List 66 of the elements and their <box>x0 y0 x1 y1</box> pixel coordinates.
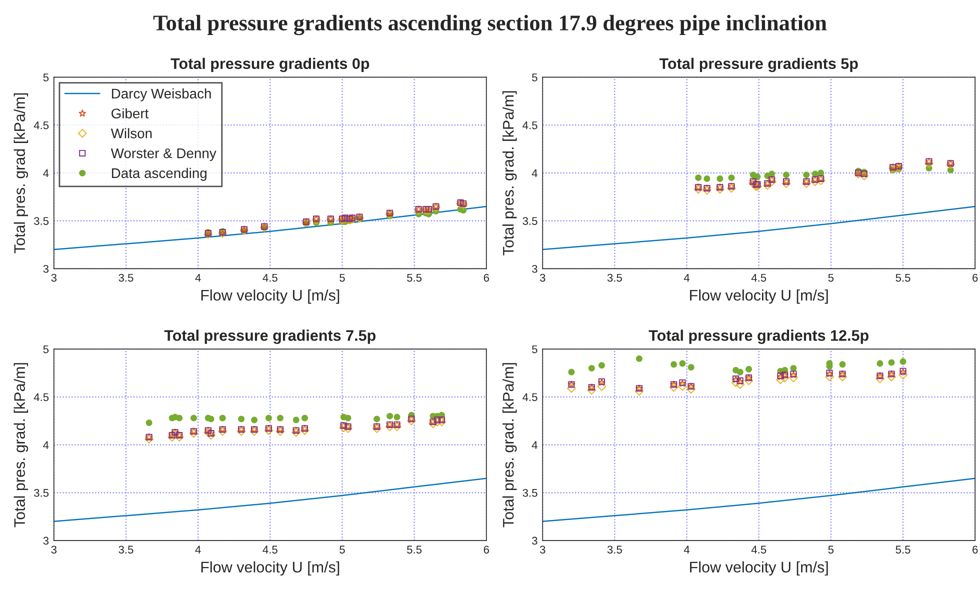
y-axis-title: Total pres. grad. [kPa/m] <box>14 363 28 528</box>
y-tick-label: 4.5 <box>522 121 538 130</box>
x-tick-label: 5.5 <box>896 546 910 554</box>
x-tick-label: 4.5 <box>751 546 766 554</box>
y-tick-label: 3 <box>532 536 538 545</box>
x-tick-label: 3.5 <box>607 546 622 554</box>
x-tick-label: 5.5 <box>896 274 910 282</box>
x-tick-label: 5.5 <box>407 274 422 282</box>
x-tick-label: 4.5 <box>751 274 766 282</box>
x-tick-label: 3.5 <box>118 546 134 554</box>
x-tick-label: 3 <box>51 274 56 282</box>
x-tick-label: 6 <box>972 546 978 554</box>
x-tick-label: 4 <box>195 274 201 282</box>
y-tick-label: 4.5 <box>34 393 49 402</box>
x-tick-label: 4.5 <box>262 546 278 554</box>
y-tick-label: 5 <box>532 74 538 82</box>
x-tick-label: 6 <box>484 274 489 282</box>
y-tick-label: 3.5 <box>522 488 538 497</box>
y-tick-label: 3.5 <box>34 488 49 497</box>
y-tick-label: 4.5 <box>522 393 538 402</box>
legend-label: Darcy Weisbach <box>112 88 211 102</box>
x-tick-label: 5 <box>828 274 834 282</box>
x-tick-label: 4.5 <box>262 274 278 282</box>
legend-label: Wilson <box>110 128 152 138</box>
legend-label: Worster & Denny <box>110 148 216 161</box>
y-axis-title: Total pres. grad [kPa/m] <box>14 93 28 254</box>
x-tick-label: 5 <box>340 274 345 282</box>
x-tick-label: 4 <box>684 546 690 554</box>
x-axis-title: Flow velocity U [m/s] <box>201 561 340 576</box>
y-tick-label: 5 <box>532 345 538 354</box>
y-tick-label: 3 <box>532 264 538 273</box>
y-tick-label: 5 <box>43 345 49 354</box>
y-tick-label: 4.5 <box>34 121 49 130</box>
x-axis-title: Flow velocity U [m/s] <box>690 289 828 304</box>
y-tick-label: 4 <box>43 169 49 177</box>
chart-title: Total pressure gradients 0p <box>170 58 370 72</box>
x-axis-title: Flow velocity U [m/s] <box>201 289 340 304</box>
text: Total pressure gradients ascending section 17.9 degrees pipe inclination <box>153 14 827 36</box>
legend-label: Gibert <box>112 108 149 118</box>
y-tick-label: 3.5 <box>522 217 538 225</box>
y-tick-label: 4 <box>532 169 538 177</box>
x-tick-label: 3.5 <box>118 274 134 282</box>
x-tick-label: 5 <box>828 546 834 554</box>
x-tick-label: 3 <box>540 546 546 554</box>
chart-title: Total pressure gradients 5p <box>659 58 858 72</box>
y-tick-label: 4 <box>532 441 538 449</box>
legend-label: Data ascending <box>112 168 206 181</box>
x-tick-label: 3 <box>51 546 56 554</box>
y-tick-label: 5 <box>43 74 49 82</box>
x-tick-label: 5 <box>340 546 345 554</box>
x-tick-label: 3 <box>540 274 546 282</box>
y-axis-title: Total pres. grad. [kPa/m] <box>502 363 517 528</box>
x-axis-title: Flow velocity U [m/s] <box>690 561 828 576</box>
x-tick-label: 3.5 <box>607 274 622 282</box>
x-tick-label: 6 <box>972 274 978 282</box>
y-axis-title: Total pres. grad. [kPa/m] <box>502 91 517 256</box>
x-tick-label: 5.5 <box>407 546 422 554</box>
x-tick-label: 6 <box>484 546 489 554</box>
chart-title: Total pressure gradients 12.5p <box>648 330 868 344</box>
x-tick-label: 4 <box>684 274 690 282</box>
y-tick-label: 3.5 <box>34 217 49 225</box>
y-tick-label: 4 <box>43 441 49 449</box>
x-tick-label: 4 <box>195 546 201 554</box>
chart-title: Total pressure gradients 7.5p <box>164 330 376 344</box>
y-tick-label: 3 <box>43 536 49 545</box>
y-tick-label: 3 <box>43 264 49 273</box>
